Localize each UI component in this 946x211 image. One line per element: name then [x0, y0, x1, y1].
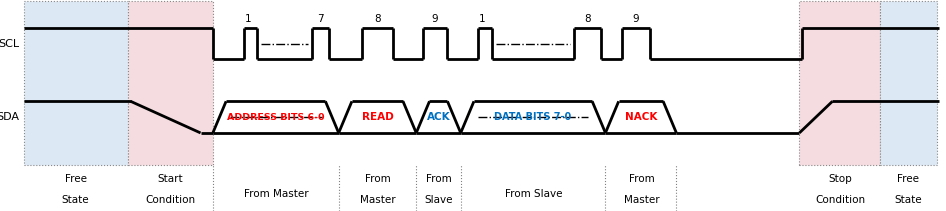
Text: From Master: From Master	[244, 189, 308, 199]
Text: DATA BITS 7-0: DATA BITS 7-0	[495, 112, 571, 122]
Text: Condition: Condition	[146, 195, 195, 205]
Text: State: State	[894, 195, 922, 205]
Text: 8: 8	[374, 14, 381, 24]
Text: SCL: SCL	[0, 39, 19, 49]
Text: From: From	[364, 174, 391, 184]
Text: Free: Free	[897, 174, 920, 184]
Text: 9: 9	[431, 14, 439, 24]
Text: 1: 1	[244, 14, 252, 24]
Text: Slave: Slave	[425, 195, 453, 205]
Text: From Slave: From Slave	[505, 189, 562, 199]
Bar	[24, 1, 128, 165]
Text: Condition: Condition	[815, 195, 865, 205]
Bar	[880, 1, 937, 165]
Text: 9: 9	[632, 14, 639, 24]
Text: From: From	[628, 174, 655, 184]
Text: Master: Master	[623, 195, 659, 205]
Text: Stop: Stop	[828, 174, 852, 184]
Text: NACK: NACK	[624, 112, 657, 122]
Text: READ: READ	[361, 112, 394, 122]
Bar	[128, 1, 213, 165]
Text: SDA: SDA	[0, 112, 19, 122]
Text: Free: Free	[64, 174, 87, 184]
Text: 8: 8	[584, 14, 591, 24]
Text: Master: Master	[359, 195, 395, 205]
Text: From: From	[426, 174, 452, 184]
Text: ADDRESS BITS 6-0: ADDRESS BITS 6-0	[227, 113, 324, 122]
Bar	[799, 1, 880, 165]
Text: Start: Start	[157, 174, 184, 184]
Text: 1: 1	[479, 14, 486, 24]
Text: State: State	[61, 195, 90, 205]
Text: 7: 7	[317, 14, 324, 24]
Text: ACK: ACK	[427, 112, 450, 122]
